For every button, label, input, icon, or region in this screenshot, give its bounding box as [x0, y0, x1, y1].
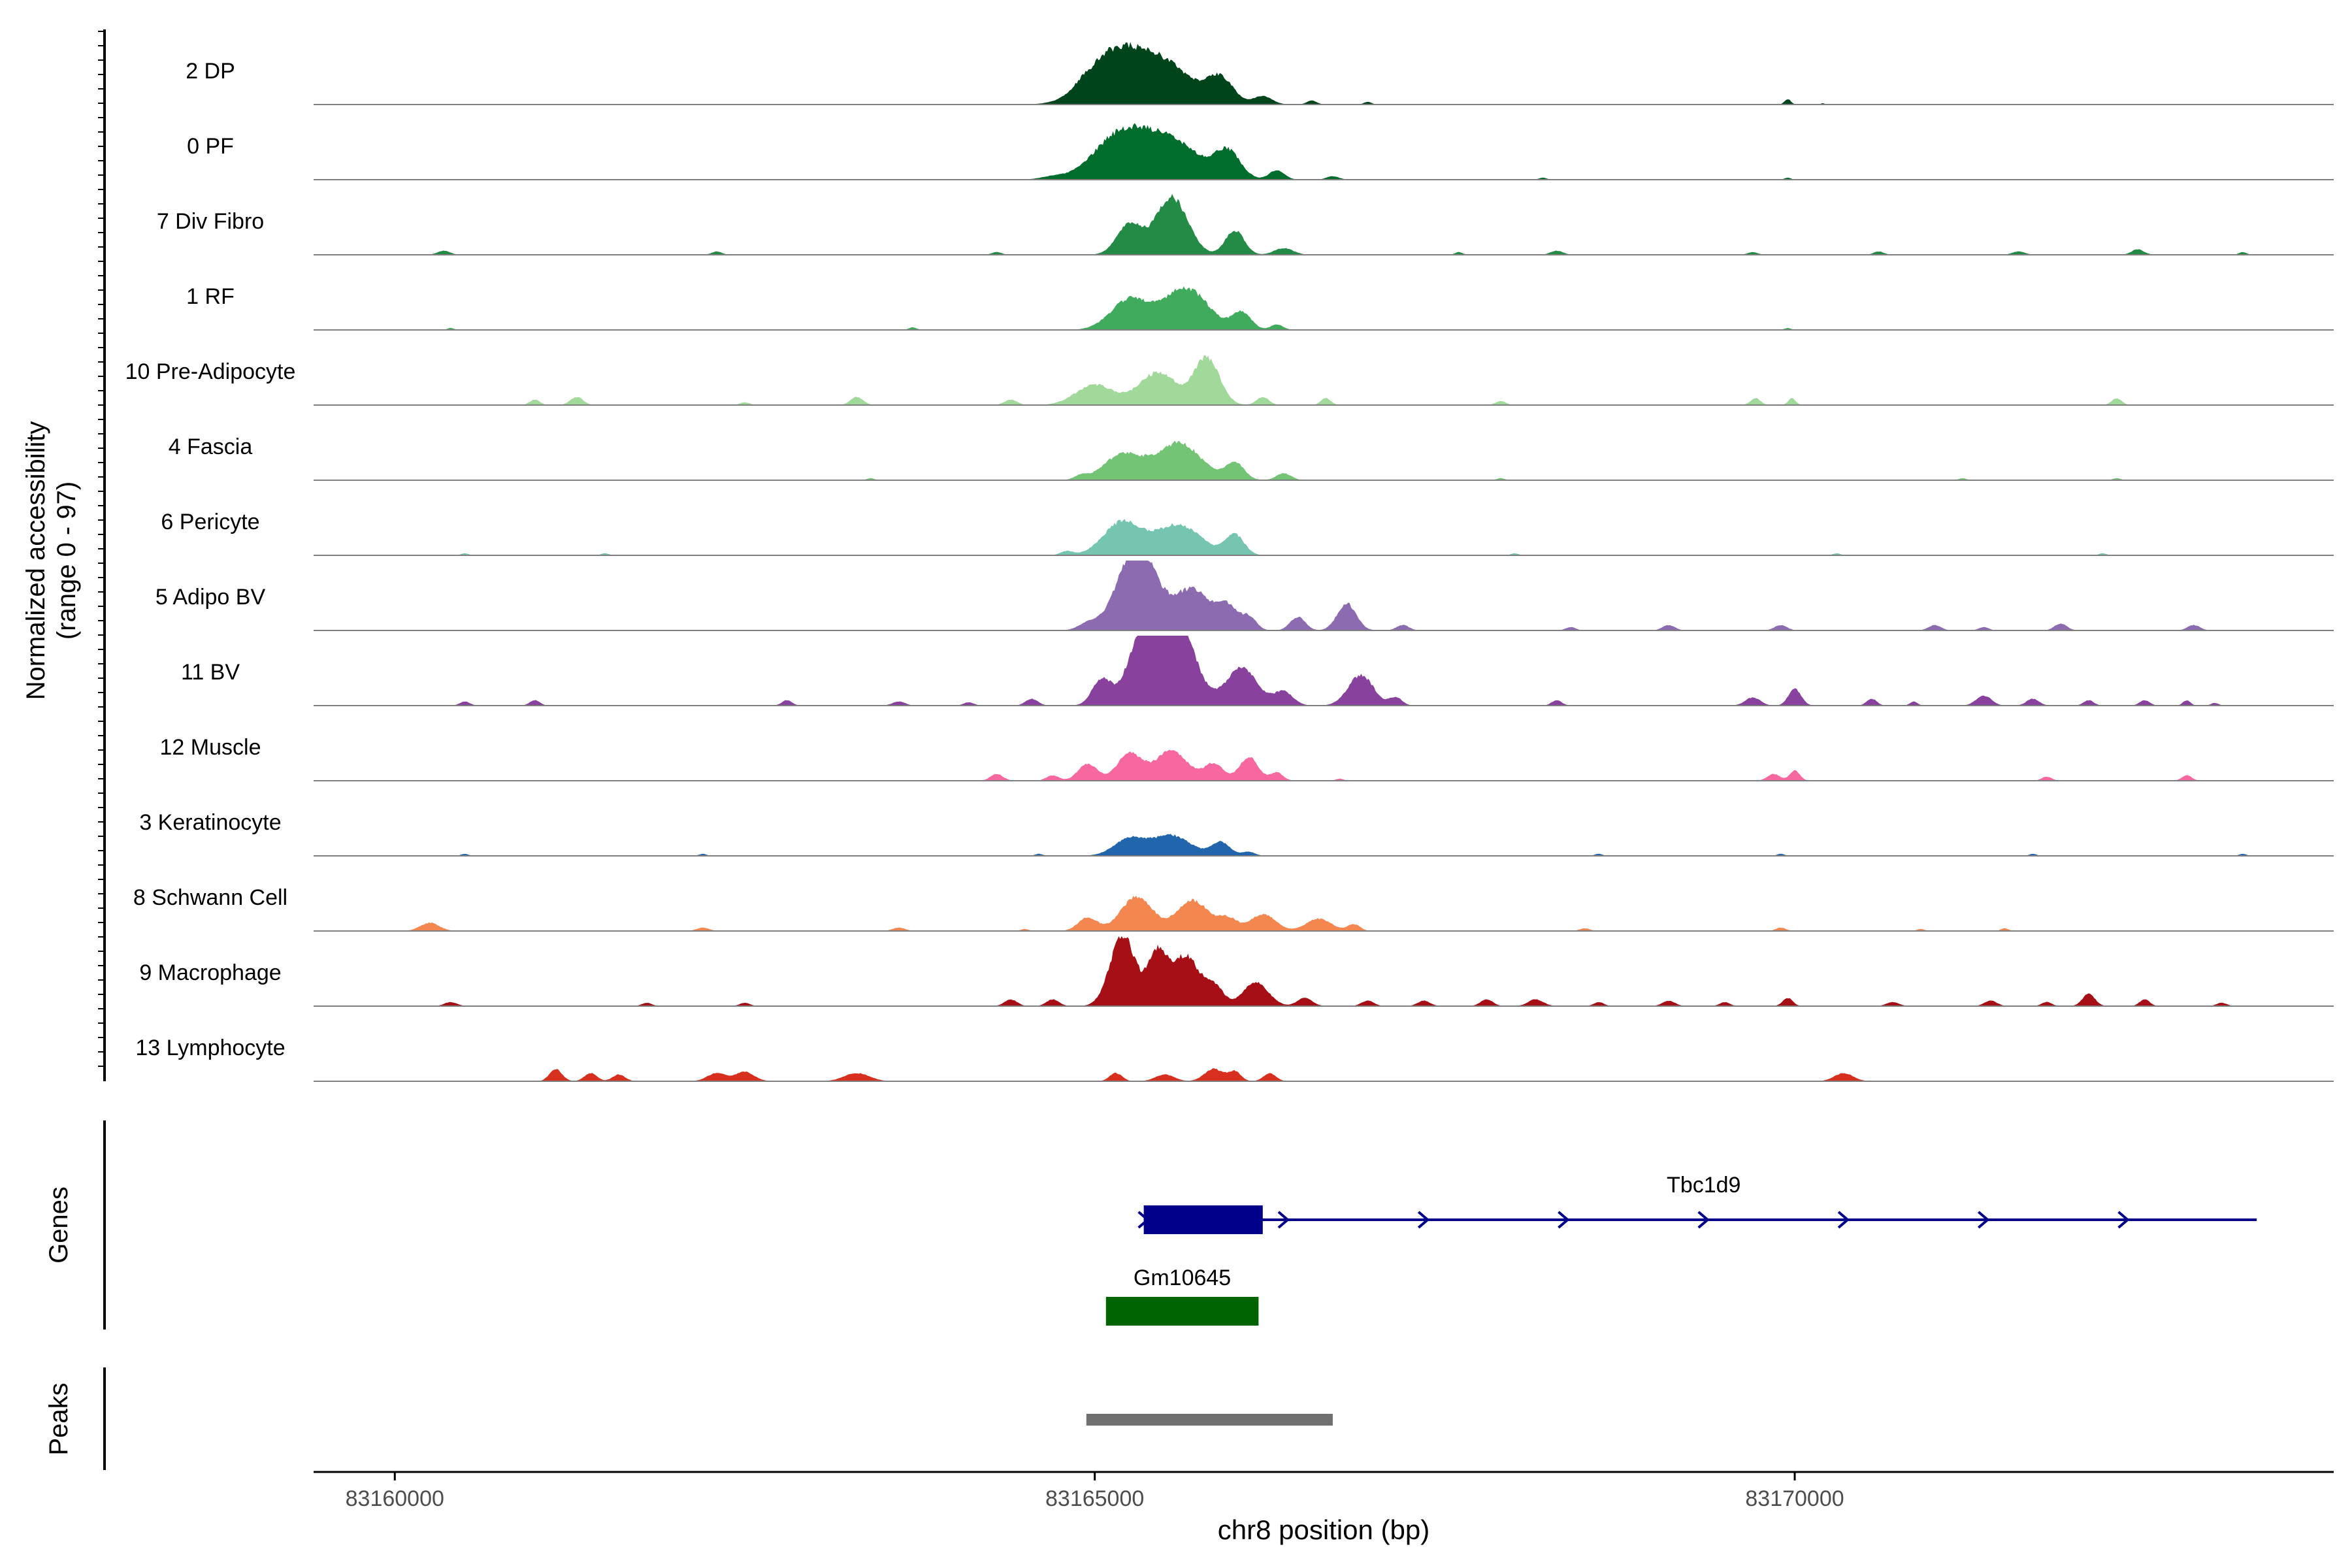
track-13: 13 Lymphocyte: [135, 1036, 2334, 1082]
strand-arrow: [1417, 1211, 1430, 1229]
coverage-area-1: [314, 123, 2334, 180]
track-1: 0 PF: [187, 123, 2334, 180]
x-tick-label-1: 83165000: [1045, 1486, 1144, 1511]
track-2: 7 Div Fibro: [157, 193, 2334, 255]
gene-tbc1d9-exon: [1143, 1205, 1263, 1234]
coverage-area-0: [314, 42, 2334, 105]
gene-annotations: Tbc1d9 Gm10645: [1105, 1173, 2257, 1326]
strand-arrow: [1978, 1211, 1990, 1229]
track-4: 10 Pre-Adipocyte: [125, 355, 2334, 406]
y-axis: [98, 29, 106, 1081]
track-label-9: 12 Muscle: [160, 735, 261, 760]
coverage-area-6: [314, 519, 2334, 555]
x-axis-label: chr8 position (bp): [1218, 1514, 1430, 1545]
peak-region-0: [1086, 1414, 1333, 1426]
track-label-7: 5 Adipo BV: [155, 585, 266, 610]
y-axis-label-line1: Normalized accessibility: [22, 421, 50, 700]
gene-gm10645-box: [1105, 1297, 1259, 1326]
peaks-panel: Peaks: [44, 1367, 1333, 1470]
coverage-area-5: [314, 440, 2334, 480]
track-0: 2 DP: [186, 42, 2334, 105]
coverage-area-11: [314, 896, 2334, 931]
track-label-11: 8 Schwann Cell: [133, 885, 287, 910]
strand-arrow: [1837, 1211, 1850, 1229]
coverage-area-9: [314, 749, 2334, 781]
coverage-tracks: 2 DP 0 PF 7 Div Fibro 1 RF 10 Pre-Adipocyte 4…: [125, 42, 2334, 1082]
coverage-area-7: [314, 561, 2334, 630]
coverage-area-10: [314, 834, 2334, 856]
track-8: 11 BV: [181, 636, 2334, 706]
track-12: 9 Macrophage: [139, 936, 2334, 1007]
strand-arrow: [2117, 1211, 2130, 1229]
coverage-area-12: [314, 936, 2334, 1006]
track-label-1: 0 PF: [187, 134, 234, 159]
strand-arrow: [1697, 1211, 1710, 1229]
track-label-12: 9 Macrophage: [139, 960, 281, 985]
track-label-5: 4 Fascia: [169, 434, 253, 459]
track-label-13: 13 Lymphocyte: [135, 1036, 285, 1060]
x-tick-label-0: 83160000: [346, 1486, 444, 1511]
coverage-area-3: [314, 286, 2334, 330]
y-axis-label-line2: (range 0 - 97): [52, 482, 81, 640]
gene-label-gm10645: Gm10645: [1134, 1266, 1231, 1290]
coverage-area-13: [314, 1068, 2334, 1081]
track-label-3: 1 RF: [186, 284, 235, 309]
strand-arrow: [1277, 1211, 1290, 1229]
peaks-panel-label: Peaks: [44, 1382, 73, 1455]
coverage-area-2: [314, 193, 2334, 255]
track-3: 1 RF: [186, 284, 2334, 331]
coverage-area-8: [314, 636, 2334, 706]
x-tick-label-2: 83170000: [1745, 1486, 1844, 1511]
genes-panel-label: Genes: [44, 1186, 73, 1264]
track-label-0: 2 DP: [186, 59, 235, 84]
gene-label-tbc1d9: Tbc1d9: [1667, 1173, 1740, 1198]
x-axis: 83160000 83165000 83170000: [314, 1471, 2334, 1511]
track-label-2: 7 Div Fibro: [157, 209, 264, 234]
track-7: 5 Adipo BV: [155, 561, 2334, 631]
track-label-8: 11 BV: [181, 660, 240, 685]
peak-regions: [1086, 1414, 1333, 1426]
genes-panel: Genes Tbc1d9 Gm10645: [44, 1120, 2257, 1330]
coverage-area-4: [314, 355, 2334, 405]
strand-arrow: [1137, 1211, 1150, 1229]
track-9: 12 Muscle: [160, 735, 2334, 781]
track-6: 6 Pericyte: [161, 510, 2334, 556]
track-10: 3 Keratinocyte: [139, 810, 2334, 857]
track-label-6: 6 Pericyte: [161, 510, 259, 534]
track-label-4: 10 Pre-Adipocyte: [125, 359, 296, 384]
track-5: 4 Fascia: [169, 434, 2334, 481]
strand-arrow: [1558, 1211, 1570, 1229]
track-11: 8 Schwann Cell: [133, 885, 2334, 932]
track-label-10: 3 Keratinocyte: [139, 810, 281, 835]
